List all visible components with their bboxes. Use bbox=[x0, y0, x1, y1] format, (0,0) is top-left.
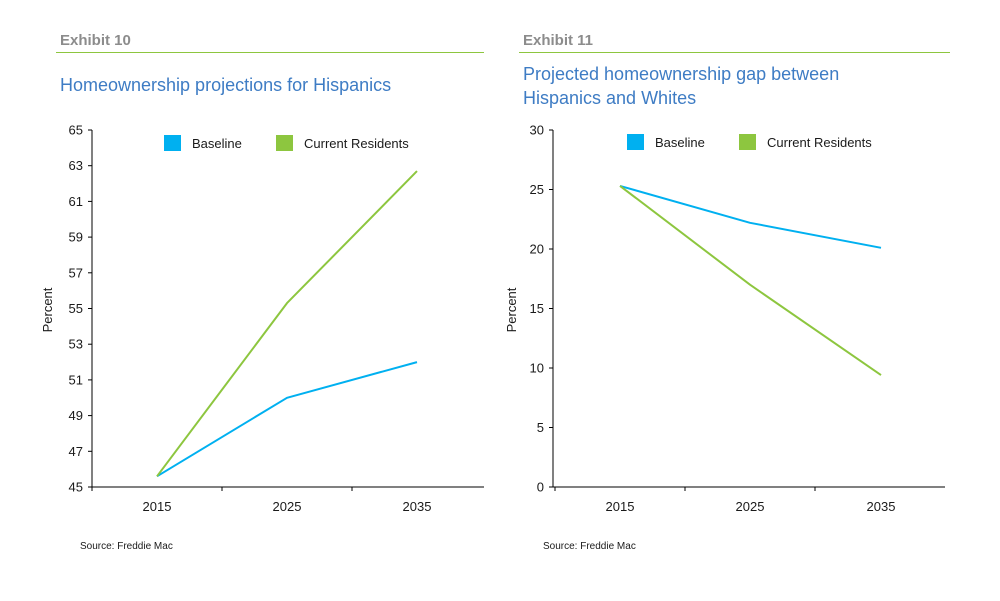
chart-panel-1: Exhibit 10 Homeownership projections for … bbox=[40, 32, 484, 552]
legend-label: Baseline bbox=[655, 135, 705, 150]
y-tick-label: 20 bbox=[530, 242, 544, 257]
legend-swatch bbox=[627, 134, 644, 150]
x-tick-label: 2015 bbox=[606, 499, 635, 514]
y-tick-label: 61 bbox=[69, 194, 83, 209]
y-tick-label: 45 bbox=[69, 480, 83, 495]
y-tick-label: 0 bbox=[537, 480, 544, 495]
y-tick-label: 59 bbox=[69, 230, 83, 245]
legend-label: Current Residents bbox=[767, 135, 872, 150]
series-line-baseline bbox=[156, 361, 418, 478]
y-tick-label: 10 bbox=[530, 361, 544, 376]
legend-label: Current Residents bbox=[304, 136, 409, 151]
source-note: Source: Freddie Mac bbox=[80, 541, 173, 552]
exhibit-label: Exhibit 10 bbox=[60, 32, 131, 49]
y-tick-label: 57 bbox=[69, 265, 83, 280]
legend-label: Baseline bbox=[192, 136, 242, 151]
y-tick-label: 47 bbox=[69, 444, 83, 459]
legend-swatch bbox=[739, 134, 756, 150]
y-tick-label: 65 bbox=[69, 123, 83, 138]
y-tick-label: 30 bbox=[530, 123, 544, 138]
x-tick-label: 2025 bbox=[273, 499, 302, 514]
y-tick-label: 63 bbox=[69, 158, 83, 173]
chart-title: Projected homeownership gap between bbox=[523, 64, 839, 84]
x-tick-label: 2025 bbox=[736, 499, 765, 514]
chart-title: Homeownership projections for Hispanics bbox=[60, 75, 391, 95]
series-line-current-residents bbox=[619, 185, 882, 376]
series-line-current-residents bbox=[156, 170, 418, 477]
exhibit-label: Exhibit 11 bbox=[523, 32, 593, 49]
y-tick-label: 51 bbox=[69, 372, 83, 387]
y-tick-label: 5 bbox=[537, 420, 544, 435]
y-axis-label: Percent bbox=[504, 287, 519, 332]
chart-title: Hispanics and Whites bbox=[523, 88, 696, 108]
x-tick-label: 2035 bbox=[403, 499, 432, 514]
y-tick-label: 55 bbox=[69, 301, 83, 316]
y-tick-label: 49 bbox=[69, 408, 83, 423]
legend-swatch bbox=[276, 135, 293, 151]
y-tick-label: 25 bbox=[530, 182, 544, 197]
x-tick-label: 2015 bbox=[143, 499, 172, 514]
source-note: Source: Freddie Mac bbox=[543, 541, 636, 552]
y-axis-label: Percent bbox=[40, 287, 55, 332]
y-tick-label: 15 bbox=[530, 301, 544, 316]
legend-swatch bbox=[164, 135, 181, 151]
chart-panel-2: Exhibit 11 Projected homeownership gap be… bbox=[504, 32, 950, 552]
series-line-baseline bbox=[619, 184, 882, 249]
x-tick-label: 2035 bbox=[867, 499, 896, 514]
y-tick-label: 53 bbox=[69, 337, 83, 352]
